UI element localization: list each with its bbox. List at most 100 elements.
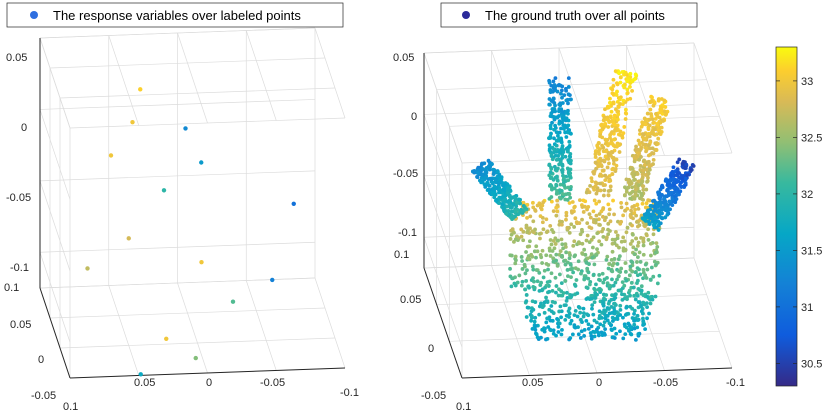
- right-cloud-point: [592, 300, 597, 304]
- right-cloud-point: [611, 198, 615, 203]
- right-cloud-point: [560, 242, 565, 247]
- right-cloud-point: [539, 301, 543, 306]
- right-cloud-point: [483, 175, 488, 180]
- right-z-tick: -0.1: [398, 227, 417, 239]
- right-cloud-point: [615, 82, 620, 87]
- right-cloud-point: [572, 313, 577, 318]
- right-cloud-point: [533, 208, 537, 212]
- right-cloud-point: [642, 302, 647, 307]
- right-cloud-point: [630, 79, 635, 84]
- left-data-point: [291, 201, 296, 206]
- right-cloud-point: [539, 335, 543, 340]
- left-z-tick: 0.05: [6, 52, 27, 64]
- right-cloud-point: [554, 258, 559, 263]
- right-cloud-point: [608, 184, 613, 189]
- right-cloud-point: [512, 230, 516, 235]
- right-cloud-point: [648, 301, 653, 306]
- right-cloud-point: [554, 213, 559, 218]
- right-cloud-point: [609, 119, 614, 123]
- right-cloud-point: [515, 207, 520, 212]
- right-cloud-point: [556, 293, 561, 298]
- right-cloud-point: [635, 172, 640, 176]
- right-cloud-point: [611, 156, 616, 160]
- right-cloud-point: [549, 195, 554, 199]
- right-cloud-point: [616, 311, 620, 315]
- right-cloud-point: [646, 153, 651, 158]
- right-cloud-point: [617, 245, 621, 250]
- right-cloud-point: [610, 237, 615, 242]
- right-cloud-point: [590, 179, 594, 184]
- right-cloud-point: [567, 315, 571, 319]
- right-cloud-point: [647, 311, 651, 316]
- left-data-point: [199, 160, 204, 165]
- right-cloud-point: [564, 298, 569, 303]
- left-data-point: [138, 372, 143, 377]
- right-cloud-point: [641, 239, 646, 243]
- right-grid-line: [423, 42, 695, 54]
- right-cloud-point: [585, 266, 590, 271]
- right-cloud-point: [633, 187, 638, 192]
- right-cloud-point: [533, 227, 537, 232]
- right-cloud-point: [600, 126, 605, 131]
- right-cloud-point: [616, 105, 621, 109]
- right-cloud-point: [539, 280, 543, 285]
- right-cloud-point: [623, 193, 627, 197]
- left-grid-line: [59, 87, 336, 99]
- right-cloud-point: [641, 252, 646, 257]
- right-cloud-point: [591, 209, 596, 214]
- right-cloud-point: [680, 176, 685, 181]
- right-cloud-point: [644, 276, 649, 280]
- right-cloud-point: [653, 294, 658, 299]
- right-cloud-point: [644, 167, 649, 172]
- left-grid-line: [177, 32, 208, 124]
- right-cloud-point: [636, 206, 641, 211]
- right-grid-line: [693, 257, 733, 369]
- right-cloud-point: [598, 181, 603, 186]
- right-cloud-point: [633, 207, 637, 212]
- right-cloud-point: [611, 84, 616, 88]
- right-cloud-point: [548, 126, 553, 131]
- right-cloud-point: [563, 279, 568, 283]
- right-cloud-point: [511, 215, 516, 220]
- right-cloud-point: [553, 300, 557, 305]
- right-grid-line: [449, 115, 720, 127]
- right-cloud-point: [535, 335, 540, 340]
- right-cloud-point: [543, 285, 548, 290]
- right-cloud-point: [557, 150, 562, 155]
- left-grid-line: [314, 277, 346, 369]
- right-cloud-point: [549, 199, 554, 204]
- colorbar-tick-label: 31: [801, 302, 813, 314]
- right-cloud-point: [551, 79, 556, 84]
- right-cloud-point: [601, 214, 605, 219]
- right-cloud-point: [548, 102, 552, 107]
- right-cloud-point: [563, 118, 568, 123]
- right-cloud-point: [537, 312, 542, 317]
- right-cloud-point: [601, 206, 606, 210]
- right-cloud-point: [627, 177, 631, 182]
- right-cloud-point: [554, 205, 559, 210]
- right-cloud-point: [645, 294, 650, 299]
- right-cloud-point: [509, 284, 514, 289]
- right-cloud-point: [531, 267, 536, 272]
- right-cloud-point: [604, 235, 609, 240]
- right-cloud-point: [572, 209, 576, 214]
- right-cloud-point: [675, 192, 680, 197]
- right-cloud-point: [561, 192, 565, 196]
- right-cloud-point: [597, 199, 602, 204]
- right-cloud-point: [603, 121, 608, 126]
- right-cloud-point: [589, 336, 594, 341]
- right-cloud-point: [645, 209, 650, 214]
- right-cloud-point: [547, 279, 552, 284]
- right-cloud-point: [559, 289, 564, 294]
- right-cloud-point: [658, 120, 663, 125]
- right-cloud-point: [501, 187, 506, 192]
- right-cloud-point: [545, 336, 550, 341]
- right-legend-label: The ground truth over all points: [485, 8, 665, 23]
- right-cloud-point: [542, 310, 547, 315]
- right-cloud-point: [551, 96, 556, 101]
- right-grid-line: [423, 175, 463, 286]
- right-cloud-point: [531, 307, 536, 312]
- right-cloud-point: [607, 212, 612, 217]
- right-cloud-point: [636, 240, 641, 245]
- right-cloud-point: [610, 172, 615, 176]
